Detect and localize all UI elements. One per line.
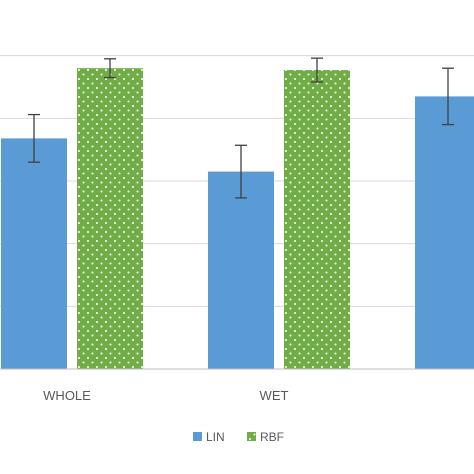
error-bars bbox=[28, 57, 454, 199]
legend: LIN RBF bbox=[193, 430, 284, 444]
bar-rbf bbox=[77, 68, 143, 369]
bars bbox=[1, 68, 474, 370]
legend-swatch-rbf bbox=[247, 432, 256, 441]
category-labels: WHOLE WET bbox=[43, 388, 288, 403]
bar-lin bbox=[1, 138, 67, 369]
category-label: WHOLE bbox=[43, 388, 91, 403]
bar-lin bbox=[415, 96, 474, 370]
legend-label-lin: LIN bbox=[206, 430, 225, 444]
legend-swatch-lin bbox=[193, 432, 202, 441]
legend-label-rbf: RBF bbox=[260, 430, 284, 444]
bar-lin bbox=[208, 171, 274, 369]
category-label: WET bbox=[260, 388, 289, 403]
bar-rbf bbox=[284, 70, 350, 369]
